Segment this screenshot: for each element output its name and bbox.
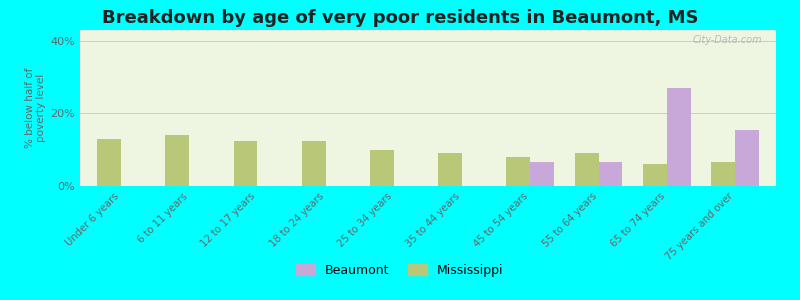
Y-axis label: % below half of
poverty level: % below half of poverty level	[25, 68, 46, 148]
Bar	[97, 139, 121, 186]
Text: Breakdown by age of very poor residents in Beaumont, MS: Breakdown by age of very poor residents …	[102, 9, 698, 27]
Bar	[234, 141, 258, 186]
Text: City-Data.com: City-Data.com	[693, 35, 762, 45]
Bar	[574, 153, 598, 186]
Bar	[667, 88, 690, 186]
Bar	[530, 162, 554, 186]
Bar	[735, 130, 759, 186]
Bar	[598, 162, 622, 186]
Bar	[711, 162, 735, 186]
Bar	[643, 164, 667, 186]
Bar	[370, 150, 394, 186]
Bar	[506, 157, 530, 186]
Bar	[438, 153, 462, 186]
Bar	[166, 135, 189, 186]
Bar	[302, 141, 326, 186]
Legend: Beaumont, Mississippi: Beaumont, Mississippi	[291, 259, 509, 282]
